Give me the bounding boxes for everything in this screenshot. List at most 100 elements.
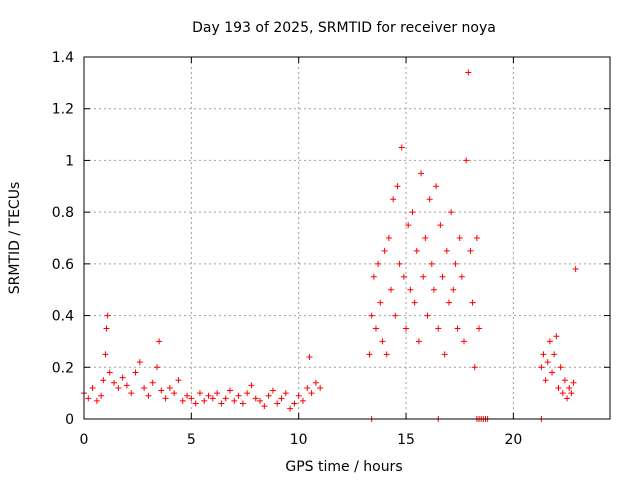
data-point bbox=[540, 351, 547, 358]
data-point bbox=[308, 390, 315, 397]
data-point bbox=[439, 273, 446, 280]
data-point bbox=[430, 286, 437, 293]
data-point bbox=[209, 395, 216, 402]
data-point bbox=[566, 384, 573, 391]
data-point bbox=[557, 364, 564, 371]
data-point bbox=[435, 325, 442, 332]
data-point bbox=[461, 338, 468, 345]
data-point bbox=[407, 286, 414, 293]
data-point bbox=[153, 364, 160, 371]
data-point bbox=[433, 183, 440, 190]
data-point bbox=[175, 377, 182, 384]
data-point bbox=[428, 260, 435, 267]
data-point bbox=[476, 325, 483, 332]
data-point bbox=[368, 312, 375, 319]
data-point bbox=[559, 390, 566, 397]
data-point bbox=[471, 364, 478, 371]
data-point bbox=[141, 384, 148, 391]
data-point bbox=[201, 397, 208, 404]
data-point bbox=[205, 392, 212, 399]
data-point bbox=[278, 395, 285, 402]
data-point bbox=[239, 400, 246, 407]
data-point bbox=[111, 379, 118, 386]
data-point bbox=[226, 387, 233, 394]
y-tick-label: 0.4 bbox=[52, 309, 74, 325]
y-tick-label: 0.6 bbox=[52, 257, 74, 273]
data-point bbox=[248, 382, 255, 389]
data-point bbox=[317, 384, 324, 391]
data-point bbox=[214, 390, 221, 397]
data-point bbox=[555, 384, 562, 391]
data-point bbox=[385, 235, 392, 241]
data-point bbox=[469, 299, 476, 306]
data-point bbox=[366, 351, 373, 358]
data-point bbox=[375, 260, 382, 267]
data-point bbox=[463, 157, 470, 164]
data-point bbox=[295, 392, 302, 399]
data-point bbox=[312, 379, 319, 386]
x-tick-label: 10 bbox=[290, 432, 308, 448]
data-point bbox=[445, 299, 452, 306]
data-point bbox=[398, 144, 405, 151]
data-point bbox=[102, 351, 109, 358]
y-tick-label: 0.2 bbox=[52, 360, 74, 376]
data-point bbox=[437, 222, 444, 229]
data-point bbox=[261, 403, 268, 410]
axis-ticks: 0 5 10 15 20 0 0.2 0.4 0.6 0.8 1 1.2 1.4 bbox=[52, 50, 610, 448]
data-point bbox=[115, 384, 122, 391]
data-point bbox=[372, 325, 379, 332]
data-point bbox=[454, 325, 461, 332]
data-point bbox=[415, 338, 422, 345]
data-point bbox=[546, 338, 553, 345]
data-point bbox=[381, 247, 388, 254]
data-point bbox=[269, 387, 276, 394]
data-point bbox=[409, 209, 416, 216]
y-tick-label: 1 bbox=[65, 153, 74, 169]
x-tick-label: 15 bbox=[397, 432, 415, 448]
data-point bbox=[549, 369, 556, 376]
data-point bbox=[403, 325, 410, 332]
data-point bbox=[231, 397, 238, 404]
data-point bbox=[145, 392, 152, 399]
data-point bbox=[388, 286, 395, 293]
data-point bbox=[98, 392, 105, 399]
data-point bbox=[244, 390, 251, 397]
data-point bbox=[149, 379, 156, 386]
y-tick-label: 0.8 bbox=[52, 205, 74, 221]
y-axis-label: SRMTID / TECUs bbox=[7, 182, 23, 295]
data-point bbox=[370, 273, 377, 280]
data-point bbox=[104, 312, 111, 319]
data-point bbox=[452, 260, 459, 267]
data-point bbox=[100, 377, 107, 384]
data-point bbox=[394, 183, 401, 190]
chart-title: Day 193 of 2025, SRMTID for receiver noy… bbox=[192, 20, 496, 36]
data-point bbox=[128, 390, 135, 397]
data-point bbox=[106, 369, 113, 376]
data-point bbox=[89, 384, 96, 391]
y-tick-label: 1.2 bbox=[52, 102, 74, 118]
data-point bbox=[383, 351, 390, 358]
data-points bbox=[81, 69, 579, 422]
data-point bbox=[538, 364, 545, 371]
y-tick-label: 0 bbox=[65, 412, 74, 428]
data-point bbox=[93, 397, 100, 404]
data-point bbox=[192, 400, 199, 407]
data-point bbox=[123, 382, 130, 389]
data-point bbox=[443, 247, 450, 254]
data-point bbox=[405, 222, 412, 229]
data-point bbox=[196, 390, 203, 397]
data-point bbox=[456, 235, 463, 241]
data-point bbox=[424, 312, 431, 319]
data-point bbox=[156, 338, 163, 345]
data-point bbox=[390, 196, 397, 203]
data-point bbox=[544, 359, 551, 366]
data-point bbox=[426, 196, 433, 203]
data-point bbox=[119, 374, 126, 381]
data-point bbox=[188, 395, 195, 402]
data-point bbox=[473, 235, 480, 241]
data-point bbox=[184, 392, 191, 399]
data-point bbox=[136, 359, 143, 366]
data-point bbox=[551, 351, 558, 358]
data-point bbox=[465, 69, 472, 76]
